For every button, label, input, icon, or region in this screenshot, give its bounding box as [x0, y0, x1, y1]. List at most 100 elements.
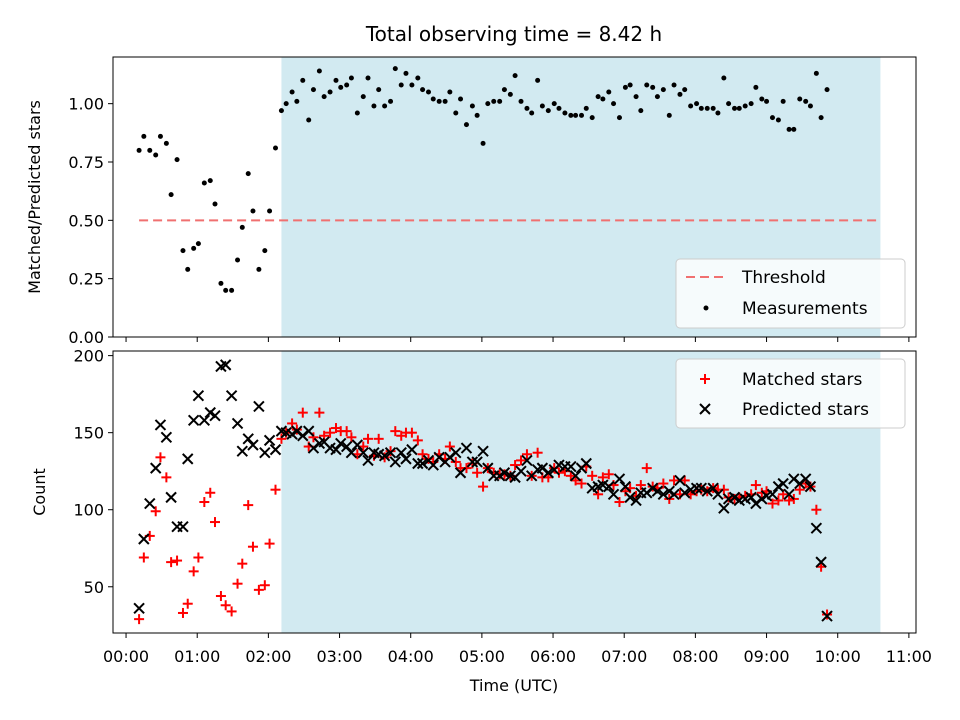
measurement-point — [732, 105, 738, 111]
predicted-star-point — [144, 497, 156, 510]
bottom-panel: 50 100 150 200 00:00 01:00 02:00 03:00 04:00 05:… — [30, 347, 932, 695]
measurement-point — [589, 115, 595, 121]
predicted-star-point — [657, 488, 670, 501]
matched-star-point — [510, 460, 521, 471]
matched-star-point — [587, 470, 598, 481]
matched-star-point — [553, 467, 564, 478]
predicted-star-point — [138, 533, 150, 545]
measurement-point — [562, 110, 568, 116]
bottom-x-tick-label: 10:00 — [815, 647, 861, 666]
predicted-star-point — [149, 462, 162, 474]
measurement-point — [447, 89, 453, 95]
measurement-point — [512, 73, 518, 79]
bottom-y-label: Count — [30, 468, 49, 516]
measurement-point — [201, 180, 207, 186]
measurement-point — [250, 208, 256, 214]
top-y-axis: 0.00 0.25 0.50 0.75 1.00 — [68, 95, 113, 347]
measurement-point — [764, 98, 770, 104]
measurement-point — [654, 94, 660, 100]
measurement-point — [185, 266, 191, 272]
bottom-y-tick-label: 200 — [73, 347, 104, 366]
bottom-x-tick-label: 06:00 — [530, 647, 576, 666]
matched-star-point — [325, 427, 336, 438]
measurement-point — [316, 68, 322, 74]
measurement-point — [524, 105, 530, 111]
predicted-star-point — [400, 453, 412, 465]
predicted-star-point — [674, 474, 686, 487]
predicted-star-point — [259, 446, 271, 459]
measurement-point — [704, 105, 710, 111]
measurement-point — [775, 117, 781, 123]
measurement-point — [409, 82, 415, 88]
predicted-star-point — [303, 425, 315, 437]
measurement-point — [436, 98, 442, 104]
measurement-point — [283, 101, 289, 107]
matched-star-point — [199, 497, 210, 508]
predicted-star-point — [607, 488, 620, 501]
predicted-star-point — [177, 520, 189, 533]
bottom-x-tick-label: 00:00 — [103, 647, 149, 666]
measurement-point — [245, 171, 251, 177]
matched-star-point — [237, 558, 248, 569]
matched-star-point — [363, 433, 374, 444]
measurement-point — [759, 96, 765, 102]
matched-star-point — [472, 467, 483, 478]
predicted-star-points — [133, 359, 833, 622]
predicted-star-point — [777, 477, 789, 490]
predicted-star-point — [182, 453, 194, 465]
predicted-star-point — [619, 480, 632, 493]
measurement-point — [426, 89, 432, 95]
matched-star-point — [767, 498, 778, 509]
predicted-star-point — [821, 610, 833, 622]
measurement-point — [682, 87, 688, 93]
predicted-star-point — [712, 488, 724, 501]
measurement-point — [807, 103, 813, 109]
measurement-point — [278, 108, 284, 114]
measurement-point — [191, 245, 197, 251]
measurement-point — [223, 287, 229, 293]
matched-star-point — [576, 478, 587, 489]
matched-star-point — [134, 614, 145, 625]
matched-star-point — [614, 497, 625, 508]
legend-measurements-label: Measurements — [742, 299, 868, 319]
bottom-x-tick-label: 04:00 — [388, 647, 434, 666]
measurement-point — [474, 112, 480, 118]
predicted-star-point — [406, 443, 418, 456]
predicted-star-point — [160, 431, 173, 444]
top-legend: Threshold Measurements — [675, 258, 906, 329]
bottom-frame — [112, 350, 917, 634]
bottom-y-tick-label: 150 — [73, 424, 104, 443]
predicted-star-point — [427, 459, 439, 471]
matched-star-point — [276, 433, 287, 444]
matched-star-point — [406, 427, 417, 438]
predicted-star-point — [679, 487, 691, 499]
predicted-star-point — [263, 434, 276, 447]
predicted-star-point — [695, 482, 708, 494]
predicted-star-point — [515, 465, 527, 477]
measurement-point — [327, 89, 333, 95]
predicted-star-point — [340, 440, 353, 453]
measurement-point — [677, 91, 683, 97]
matched-star-point — [188, 566, 199, 577]
measurement-point — [518, 98, 524, 104]
matched-star-point — [346, 432, 357, 443]
matched-star-point — [593, 489, 604, 500]
matched-star-point — [215, 591, 226, 602]
bottom-x-label: Time (UTC) — [469, 676, 558, 695]
measurement-point — [818, 115, 824, 121]
matched-star-point — [773, 495, 784, 506]
predicted-star-point — [701, 485, 713, 497]
matched-star-point — [253, 584, 264, 595]
predicted-star-point — [384, 446, 397, 459]
matched-star-point — [226, 606, 237, 617]
legend-predicted-marker — [699, 403, 711, 415]
measurement-point — [539, 103, 545, 109]
measurement-point — [803, 98, 809, 104]
matched-star-point — [658, 478, 669, 489]
measurement-point — [622, 84, 628, 90]
measurement-point — [791, 126, 797, 132]
legend-threshold-label: Threshold — [741, 268, 826, 288]
matched-star-point — [182, 598, 193, 609]
matched-star-point — [597, 472, 608, 483]
predicted-star-point — [209, 410, 221, 422]
